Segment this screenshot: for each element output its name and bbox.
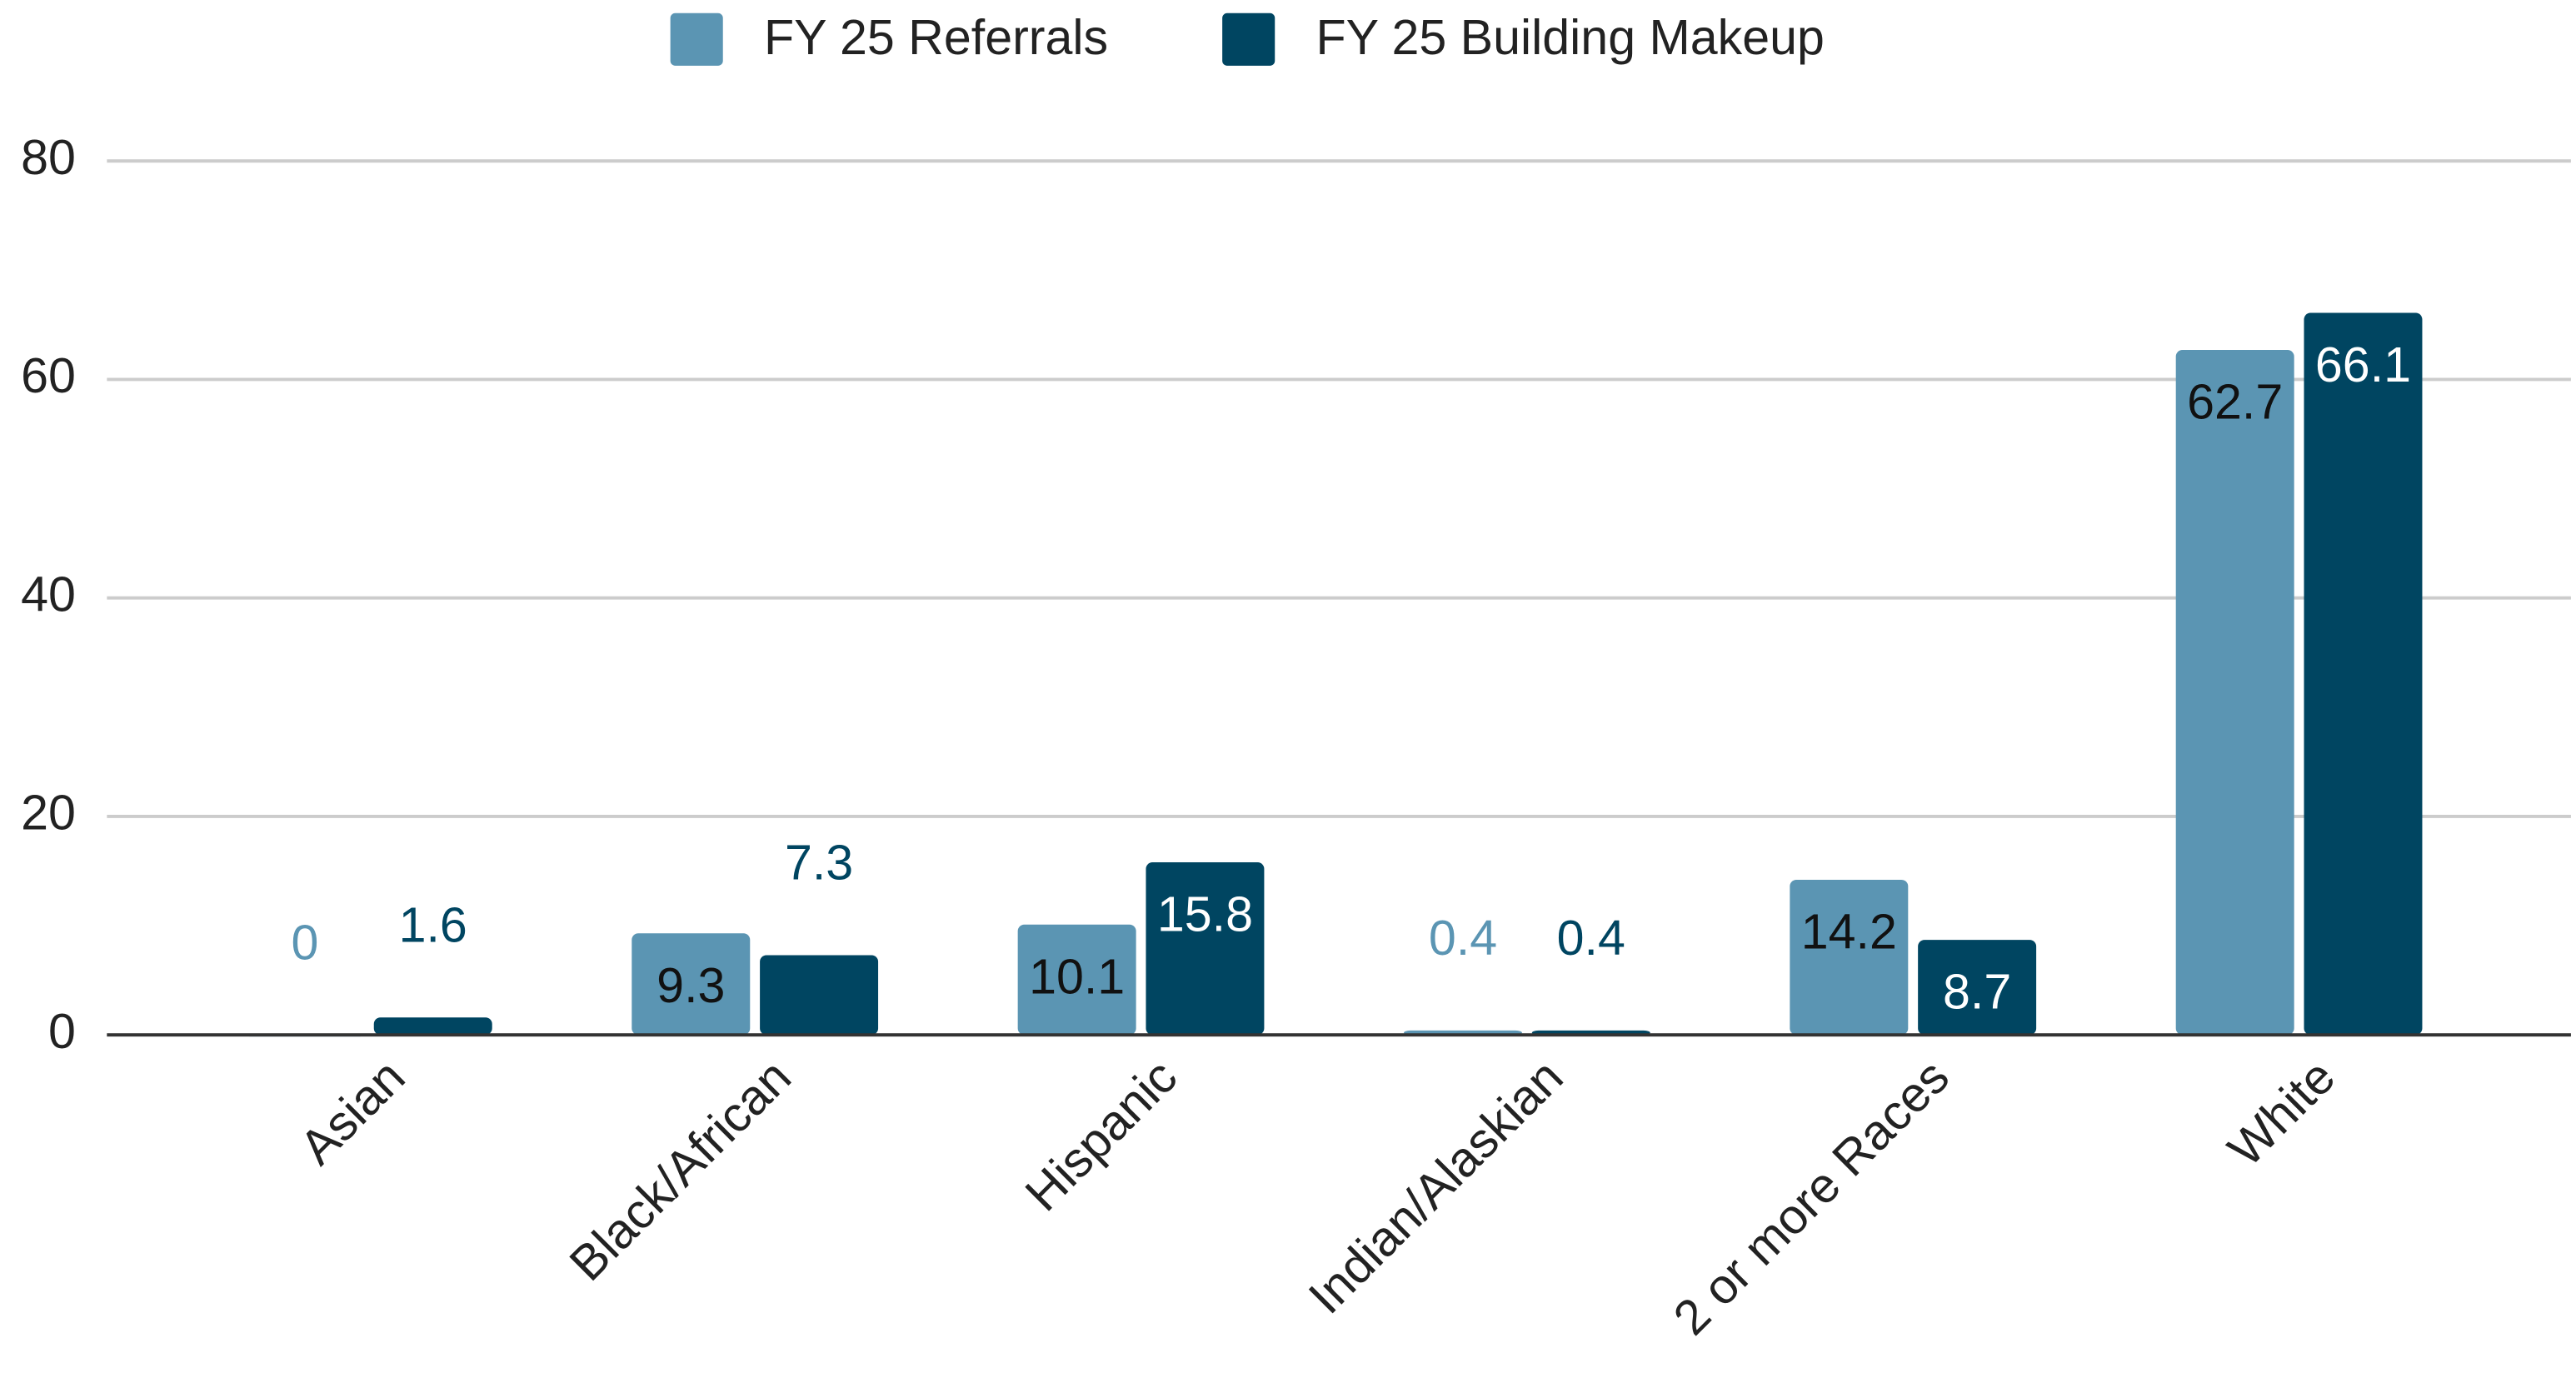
- data-label: 0.4: [1429, 910, 1497, 966]
- bar: [1790, 879, 1909, 1036]
- x-tick-label: 2 or more Races: [1662, 1048, 1959, 1345]
- bar: [1146, 862, 1265, 1036]
- data-label: 14.2: [1801, 904, 1897, 960]
- data-label: 62.7: [2187, 374, 2283, 430]
- data-label: 15.8: [1157, 886, 1253, 942]
- data-label: 1.6: [399, 896, 467, 952]
- legend-label: FY 25 Referrals: [764, 9, 1108, 65]
- x-tick-label: Hispanic: [1015, 1048, 1188, 1221]
- y-tick-label: 60: [21, 347, 76, 403]
- y-tick-label: 80: [21, 129, 76, 185]
- bar: [632, 933, 751, 1036]
- bar: [2175, 350, 2294, 1036]
- x-tick-label: Asian: [289, 1048, 416, 1175]
- y-tick-label: 0: [48, 1003, 76, 1059]
- bar: [1918, 940, 2037, 1036]
- legend-label: FY 25 Building Makeup: [1316, 9, 1825, 65]
- x-tick-label: Indian/Alaskian: [1298, 1048, 1574, 1324]
- bar: [1017, 924, 1136, 1036]
- legend-swatch: [670, 12, 723, 66]
- x-tick-label: White: [2217, 1048, 2345, 1176]
- data-label: 0.4: [1557, 910, 1625, 966]
- y-tick-label: 20: [21, 785, 76, 841]
- bar: [760, 955, 879, 1036]
- legend-swatch: [1222, 12, 1276, 66]
- data-label: 8.7: [1943, 964, 2011, 1020]
- data-label: 10.1: [1029, 948, 1125, 1004]
- y-tick-label: 40: [21, 566, 76, 622]
- x-tick-label: Black/African: [558, 1048, 801, 1291]
- bar: [373, 1017, 492, 1036]
- data-label: 7.3: [785, 835, 853, 891]
- data-label: 9.3: [656, 957, 725, 1013]
- data-label: 66.1: [2315, 337, 2411, 392]
- data-label: 0: [291, 914, 318, 970]
- bar: [2304, 312, 2423, 1036]
